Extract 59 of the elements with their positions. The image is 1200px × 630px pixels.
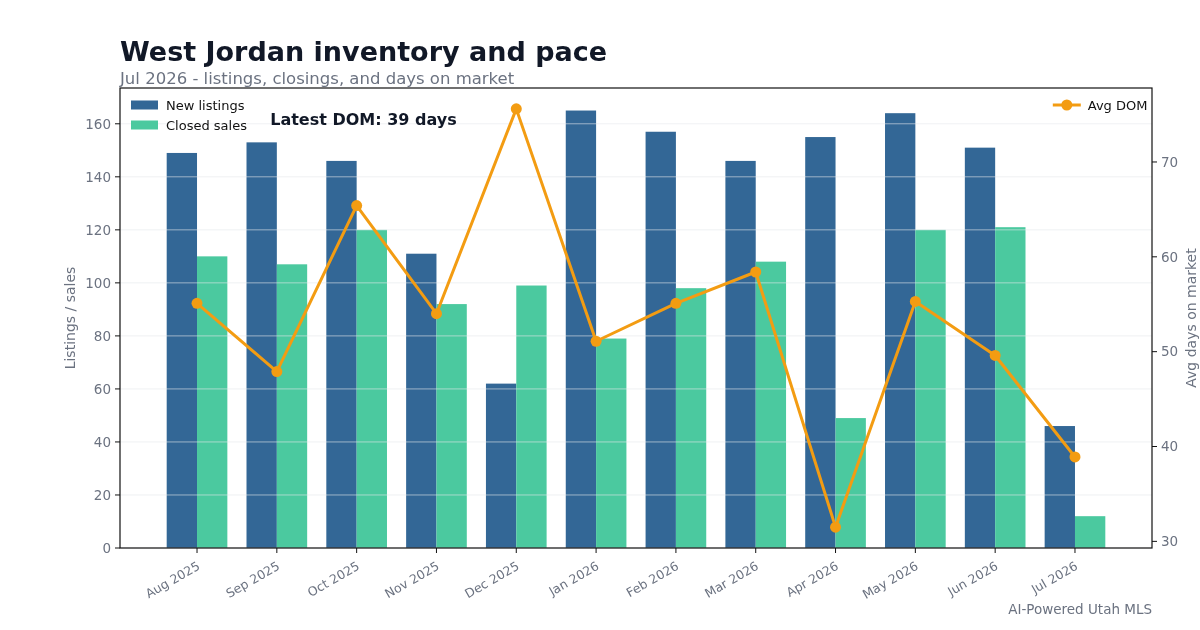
- bar: [755, 261, 787, 548]
- y-axis-title: Listings / sales: [62, 266, 78, 370]
- bar: [276, 264, 308, 548]
- bar: [246, 142, 277, 548]
- y-tick-label: 0: [102, 539, 111, 556]
- y-tick-label: 20: [93, 486, 111, 503]
- bar: [645, 131, 676, 548]
- bar: [197, 256, 228, 548]
- bar: [166, 152, 198, 548]
- legend-label: Avg DOM: [1087, 97, 1148, 113]
- y-tick-label: 120: [85, 221, 111, 238]
- bar: [436, 304, 467, 548]
- point: [989, 349, 1001, 361]
- chart-title: West Jordan inventory and pace: [120, 36, 608, 67]
- y2-tick-label: 40: [1161, 438, 1179, 455]
- point: [351, 200, 363, 212]
- y2-axis-title: Avg days on market: [1183, 247, 1199, 388]
- point: [590, 335, 602, 347]
- point: [670, 297, 682, 309]
- bar: [565, 110, 597, 548]
- bar: [964, 147, 996, 548]
- bar: [675, 288, 707, 548]
- bar: [406, 253, 437, 548]
- point: [271, 366, 283, 378]
- legend-label: New listings: [166, 97, 245, 113]
- legend-label: Closed sales: [166, 117, 248, 133]
- y-tick-label: 80: [93, 327, 111, 344]
- bar: [1074, 516, 1106, 548]
- y2-tick-label: 50: [1161, 343, 1179, 360]
- y2-tick-label: 70: [1161, 153, 1179, 170]
- bar: [915, 229, 946, 548]
- text: AI-Powered Utah MLS: [1008, 601, 1152, 617]
- y-tick-label: 60: [93, 380, 111, 397]
- bar: [885, 113, 916, 548]
- point: [430, 308, 442, 320]
- y-tick-label: 140: [85, 168, 111, 185]
- point: [1069, 451, 1081, 463]
- bar: [995, 227, 1026, 548]
- bar: [1044, 426, 1075, 548]
- bar: [326, 160, 357, 548]
- y-tick-label: 100: [85, 274, 111, 291]
- bar: [835, 418, 866, 548]
- point: [909, 295, 921, 307]
- y2-tick-label: 30: [1161, 533, 1179, 550]
- bar: [596, 338, 627, 548]
- bar: [485, 383, 517, 548]
- point: [191, 297, 203, 309]
- point: [510, 103, 522, 115]
- y-tick-label: 40: [93, 433, 111, 450]
- bar: [356, 229, 387, 548]
- point: [750, 266, 762, 278]
- bar: [805, 137, 836, 548]
- y-tick-label: 160: [85, 115, 111, 132]
- y2-tick-label: 60: [1161, 248, 1179, 265]
- point: [830, 521, 842, 533]
- bar: [516, 285, 547, 548]
- annotation: Latest DOM: 39 days: [270, 110, 457, 129]
- chart-subtitle: Jul 2026 - listings, closings, and days on market: [119, 69, 515, 88]
- bar: [725, 160, 756, 548]
